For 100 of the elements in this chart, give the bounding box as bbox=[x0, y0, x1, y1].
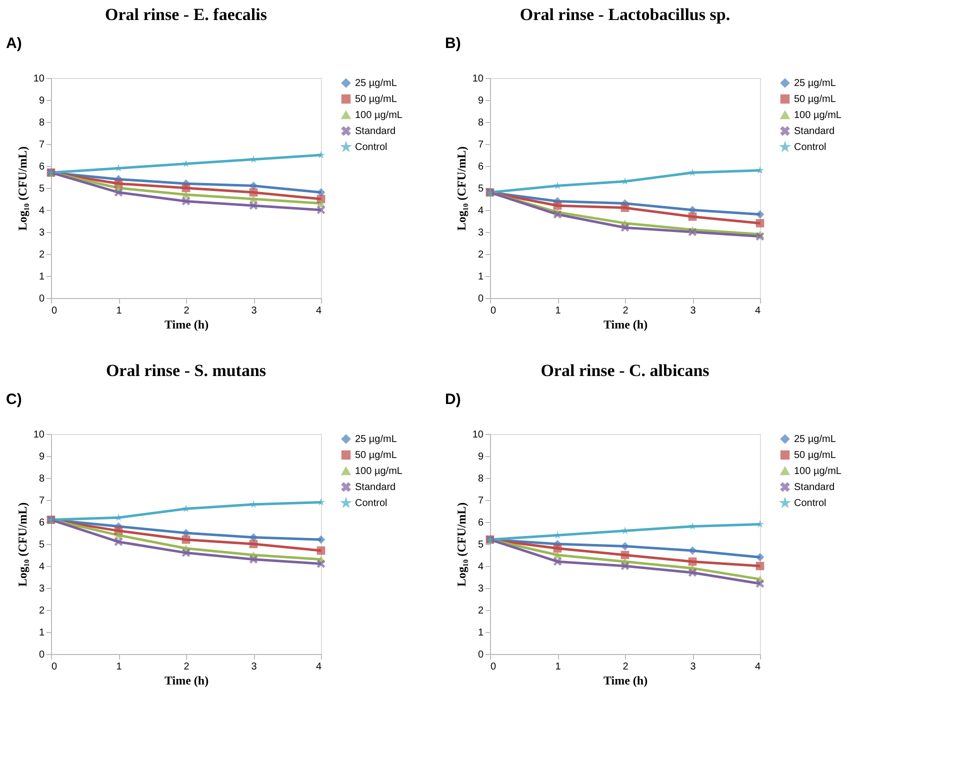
y-tick-label: 5 bbox=[478, 184, 484, 194]
text: D) bbox=[445, 391, 461, 408]
x-tick-label: 1 bbox=[116, 306, 122, 316]
x-axis-title: Time (h) bbox=[603, 318, 648, 332]
y-tick-label: 0 bbox=[38, 650, 45, 660]
y-tick-label: 3 bbox=[38, 584, 45, 594]
y-tick-label: 3 bbox=[478, 584, 484, 594]
x-axis-title: Time (h) bbox=[164, 674, 209, 688]
y-tick-label: 3 bbox=[38, 228, 45, 238]
x-axis-title: Time (h) bbox=[164, 318, 209, 332]
legend-label: 50 µg/mL bbox=[794, 450, 836, 461]
x-tick-label: 1 bbox=[555, 306, 562, 316]
x-tick-label: 0 bbox=[52, 306, 58, 316]
x-tick-label: 4 bbox=[316, 306, 322, 316]
y-tick-label: 10 bbox=[472, 74, 484, 84]
chart-title: Oral rinse - E. faecalis bbox=[105, 5, 268, 24]
y-tick-label: 1 bbox=[38, 628, 45, 638]
x-tick-label: 2 bbox=[184, 306, 190, 316]
y-tick-label: 5 bbox=[38, 540, 45, 550]
y-tick-label: 0 bbox=[478, 294, 484, 304]
y-tick-label: 9 bbox=[38, 452, 45, 462]
y-tick-label: 10 bbox=[33, 74, 45, 84]
x-tick-label: 2 bbox=[184, 662, 190, 672]
legend-label: Control bbox=[355, 142, 388, 153]
y-tick-label: 3 bbox=[478, 228, 484, 238]
legend-label: 25 µg/mL bbox=[794, 78, 836, 89]
y-tick-label: 2 bbox=[38, 606, 45, 616]
legend-label: Control bbox=[794, 498, 826, 509]
x-axis-title: Time (h) bbox=[603, 674, 648, 688]
y-axis-title: Log₁₀ (CFU/mL) bbox=[454, 146, 468, 231]
y-tick-label: 6 bbox=[38, 162, 45, 172]
chart-title: Oral rinse - S. mutans bbox=[106, 361, 266, 380]
y-tick-label: 0 bbox=[478, 650, 484, 660]
x-tick-label: 2 bbox=[622, 662, 629, 672]
x-tick-label: 0 bbox=[490, 662, 496, 672]
legend-label: 50 µg/mL bbox=[794, 94, 836, 105]
y-tick-label: 10 bbox=[472, 430, 484, 440]
y-tick-label: 4 bbox=[478, 206, 484, 216]
y-tick-label: 6 bbox=[38, 518, 45, 528]
legend-label: 100 µg/mL bbox=[355, 110, 403, 121]
legend-label: 100 µg/mL bbox=[794, 466, 842, 477]
text: B) bbox=[445, 35, 461, 52]
y-tick-label: 8 bbox=[38, 118, 45, 128]
x-tick-label: 0 bbox=[490, 306, 496, 316]
x-tick-label: 3 bbox=[690, 662, 696, 672]
x-tick-label: 1 bbox=[116, 662, 122, 672]
y-tick-label: 2 bbox=[478, 606, 484, 616]
legend-label: Standard bbox=[355, 126, 396, 137]
y-tick-label: 4 bbox=[478, 562, 484, 572]
y-tick-label: 8 bbox=[38, 474, 45, 484]
y-tick-label: 5 bbox=[478, 540, 484, 550]
legend-label: 25 µg/mL bbox=[355, 434, 398, 445]
y-tick-label: 4 bbox=[38, 206, 45, 216]
y-tick-label: 7 bbox=[478, 496, 484, 506]
legend-label: Control bbox=[794, 142, 826, 153]
y-axis-title: Log₁₀ (CFU/mL) bbox=[15, 146, 30, 231]
text: A) bbox=[6, 35, 22, 52]
y-axis-title: Log₁₀ (CFU/mL) bbox=[15, 502, 30, 587]
text: C) bbox=[6, 391, 22, 408]
y-tick-label: 4 bbox=[38, 562, 45, 572]
y-tick-label: 6 bbox=[478, 518, 484, 528]
legend-label: 100 µg/mL bbox=[355, 466, 403, 477]
y-axis-title: Log₁₀ (CFU/mL) bbox=[454, 502, 468, 587]
x-tick-label: 4 bbox=[754, 662, 761, 672]
y-tick-label: 1 bbox=[478, 628, 484, 638]
y-tick-label: 8 bbox=[478, 118, 484, 128]
y-tick-label: 7 bbox=[38, 140, 45, 150]
y-tick-label: 9 bbox=[38, 96, 45, 106]
legend-label: Standard bbox=[355, 482, 396, 493]
legend-label: Standard bbox=[794, 126, 835, 137]
y-tick-label: 6 bbox=[478, 162, 484, 172]
legend-label: Standard bbox=[794, 482, 835, 493]
y-tick-label: 2 bbox=[478, 250, 484, 260]
x-tick-label: 4 bbox=[316, 662, 322, 672]
y-tick-label: 7 bbox=[38, 496, 45, 506]
y-tick-label: 2 bbox=[38, 250, 45, 260]
legend-label: 25 µg/mL bbox=[794, 434, 836, 445]
legend-label: Control bbox=[355, 498, 388, 509]
x-tick-label: 2 bbox=[622, 306, 629, 316]
x-tick-label: 1 bbox=[555, 662, 562, 672]
y-tick-label: 8 bbox=[478, 474, 484, 484]
x-tick-label: 4 bbox=[754, 306, 761, 316]
legend-label: 50 µg/mL bbox=[355, 450, 398, 461]
y-tick-label: 1 bbox=[38, 272, 45, 282]
y-tick-label: 5 bbox=[38, 184, 45, 194]
y-tick-label: 1 bbox=[478, 272, 484, 282]
x-tick-label: 0 bbox=[52, 662, 58, 672]
legend-label: 100 µg/mL bbox=[794, 110, 842, 121]
y-tick-label: 10 bbox=[33, 430, 45, 440]
legend-label: 50 µg/mL bbox=[355, 94, 398, 105]
x-tick-label: 3 bbox=[251, 662, 258, 672]
y-tick-label: 0 bbox=[38, 294, 45, 304]
chart-title: Oral rinse - Lactobacillus sp. bbox=[520, 5, 730, 24]
x-tick-label: 3 bbox=[690, 306, 696, 316]
y-tick-label: 9 bbox=[478, 96, 484, 106]
y-tick-label: 7 bbox=[478, 140, 484, 150]
legend-label: 25 µg/mL bbox=[355, 78, 398, 89]
x-tick-label: 3 bbox=[251, 306, 258, 316]
chart-title: Oral rinse - C. albicans bbox=[540, 361, 710, 380]
y-tick-label: 9 bbox=[478, 452, 484, 462]
